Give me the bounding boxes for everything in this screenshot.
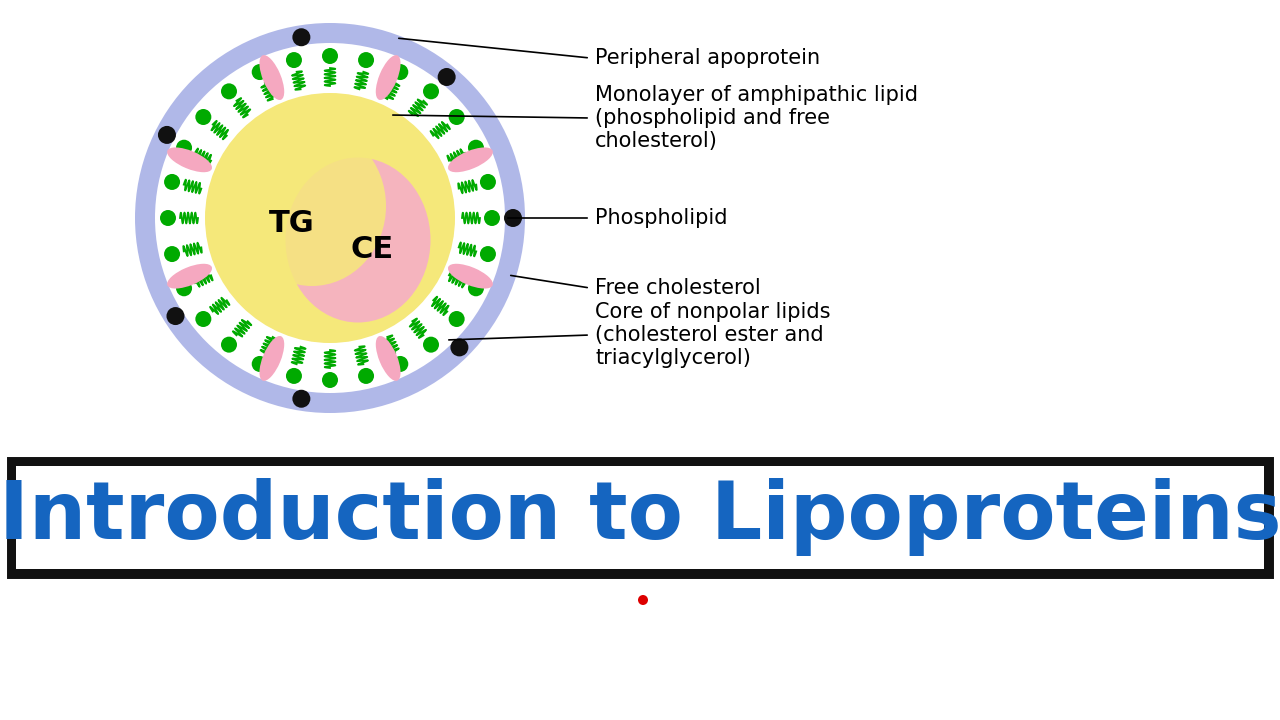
Circle shape [252,64,268,80]
Text: Phospholipid: Phospholipid [595,208,727,228]
Circle shape [221,84,237,99]
Text: CE: CE [351,235,393,264]
Ellipse shape [376,336,401,381]
Ellipse shape [448,148,493,172]
Circle shape [484,210,500,226]
Circle shape [468,280,484,297]
Circle shape [480,246,495,262]
Bar [10,460,1270,575]
Ellipse shape [376,55,401,100]
Circle shape [422,84,439,99]
Text: Peripheral apoprotein: Peripheral apoprotein [595,48,820,68]
Circle shape [160,48,500,388]
Circle shape [504,209,522,227]
Circle shape [358,368,374,384]
Circle shape [438,68,456,86]
Text: Introduction to Lipoproteins: Introduction to Lipoproteins [0,479,1280,557]
Bar [15,466,1265,569]
Circle shape [422,337,439,353]
Ellipse shape [168,264,212,289]
Circle shape [637,595,648,605]
Circle shape [157,126,175,144]
Ellipse shape [260,55,284,100]
Circle shape [177,140,192,156]
Circle shape [164,246,180,262]
Ellipse shape [260,336,284,381]
Circle shape [166,307,184,325]
Ellipse shape [238,126,387,286]
Circle shape [468,140,484,156]
Circle shape [323,372,338,388]
Circle shape [449,109,465,125]
Circle shape [392,356,408,372]
Circle shape [292,28,310,46]
Text: Monolayer of amphipathic lipid
(phospholipid and free
cholesterol): Monolayer of amphipathic lipid (phosphol… [595,85,918,151]
Circle shape [155,43,506,393]
Circle shape [164,174,180,190]
Text: Core of nonpolar lipids
(cholesterol ester and
triacylglycerol): Core of nonpolar lipids (cholesterol est… [595,302,831,368]
Text: Free cholesterol: Free cholesterol [595,278,760,298]
Circle shape [252,356,268,372]
Circle shape [285,368,302,384]
Circle shape [451,338,468,356]
Circle shape [177,280,192,297]
Ellipse shape [168,148,212,172]
Text: TG: TG [269,209,315,238]
Circle shape [196,109,211,125]
Circle shape [358,52,374,68]
Circle shape [196,311,211,327]
Circle shape [480,174,495,190]
Ellipse shape [285,158,430,323]
Circle shape [134,23,525,413]
Circle shape [221,337,237,353]
Circle shape [292,390,310,408]
Circle shape [323,48,338,64]
Circle shape [449,311,465,327]
Circle shape [205,93,454,343]
Ellipse shape [448,264,493,289]
Circle shape [285,52,302,68]
Circle shape [392,64,408,80]
Circle shape [160,210,177,226]
